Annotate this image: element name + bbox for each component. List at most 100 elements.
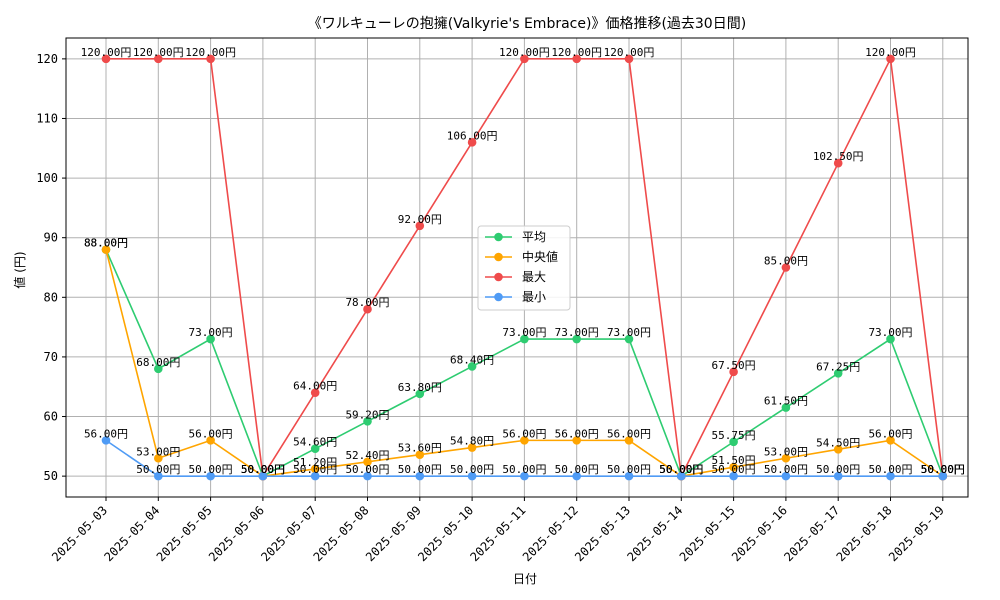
data-point [624,54,634,64]
data-labels: 88.00円 68.00円 73.00円 50.00円 54.60円 59.20円 63.8… [81,46,965,476]
data-label: 50.00円 [921,463,965,476]
y-tick-label: 100 [36,171,58,185]
data-label: 73.00円 [607,326,651,339]
data-label: 120.00円 [499,46,550,59]
data-label: 50.00円 [659,463,703,476]
data-label: 56.00円 [189,427,233,440]
legend-label: 最小 [522,290,546,304]
data-point [781,403,791,412]
data-point [938,471,948,481]
data-label: 67.25円 [816,360,860,373]
data-label: 53.00円 [136,445,180,458]
data-label: 53.00円 [764,445,808,458]
data-label: 51.50円 [712,454,756,467]
data-label: 120.00円 [185,46,236,59]
y-axis-title: 値 (円) [12,251,27,288]
data-label: 73.00円 [555,326,599,339]
data-label: 106.00円 [447,129,498,142]
data-label: 50.00円 [921,463,965,476]
legend-swatch-marker [494,272,503,282]
data-label: 52.40円 [345,449,389,462]
y-tick-label: 60 [44,410,58,424]
legend-swatch-marker [494,292,503,302]
data-point [206,334,215,344]
y-tick-label: 120 [36,52,58,66]
data-point [520,471,529,481]
data-label: 50.00円 [241,463,285,476]
data-point [467,138,477,147]
data-point [415,221,425,231]
data-point [520,436,529,445]
data-point [154,364,163,374]
data-point [624,334,634,344]
data-label: 64.00円 [293,380,337,393]
data-point [310,464,320,474]
legend-label: 最大 [522,270,546,284]
data-label: 50.00円 [189,463,233,476]
y-tick-label: 70 [44,350,58,364]
data-label: 50.00円 [659,463,703,476]
data-label: 68.00円 [136,356,180,369]
data-label: 50.00円 [816,463,860,476]
data-label: 73.00円 [189,326,233,339]
y-tick-label: 110 [36,111,58,125]
data-label: 50.00円 [555,463,599,476]
data-point [101,245,111,254]
data-point [886,436,895,445]
data-point [572,54,581,64]
data-point [363,471,372,481]
data-label: 88.00円 [84,237,128,250]
data-label: 120.00円 [551,46,602,59]
data-point [415,471,425,481]
data-label: 56.00円 [607,427,651,440]
data-label: 50.00円 [868,463,912,476]
data-label: 88.00円 [84,237,128,250]
data-point [886,334,895,344]
data-point [154,54,163,64]
data-label: 50.00円 [293,463,337,476]
y-tick-label: 50 [44,469,58,483]
data-label: 50.00円 [764,463,808,476]
data-label: 50.00円 [712,463,756,476]
data-label: 54.80円 [450,435,494,448]
data-point [467,471,477,481]
y-tick-label: 90 [44,231,58,245]
data-point [624,471,634,481]
data-label: 50.00円 [921,463,965,476]
data-point [729,471,738,481]
data-point [310,471,320,481]
data-label: 73.00円 [868,326,912,339]
data-label: 54.60円 [293,436,337,449]
data-label: 102.50円 [813,150,864,163]
series [101,54,948,481]
legend-label: 中央値 [522,249,558,264]
data-label: 50.00円 [659,463,703,476]
data-point [833,471,843,481]
data-point [833,158,843,168]
data-label: 53.60円 [398,442,442,455]
y-tick-label: 80 [44,290,58,304]
data-label: 56.00円 [868,427,912,440]
data-label: 68.40円 [450,353,494,366]
data-label: 73.00円 [502,326,546,339]
data-point [206,54,215,64]
data-point [467,443,477,452]
data-point [415,450,425,459]
data-point [886,471,895,481]
legend-label: 平均 [522,230,546,244]
data-point [206,436,215,445]
data-label: 61.50円 [764,395,808,408]
data-label: 56.00円 [502,427,546,440]
data-point [363,416,372,426]
data-label: 50.00円 [921,463,965,476]
legend-swatch-marker [494,232,503,242]
data-label: 67.50円 [712,359,756,372]
data-point [520,54,529,64]
data-label: 50.00円 [241,463,285,476]
data-label: 50.00円 [450,463,494,476]
data-label: 50.00円 [241,463,285,476]
data-point [781,471,791,481]
data-label: 92.00円 [398,213,442,226]
data-point [101,54,111,64]
data-point [258,471,268,481]
